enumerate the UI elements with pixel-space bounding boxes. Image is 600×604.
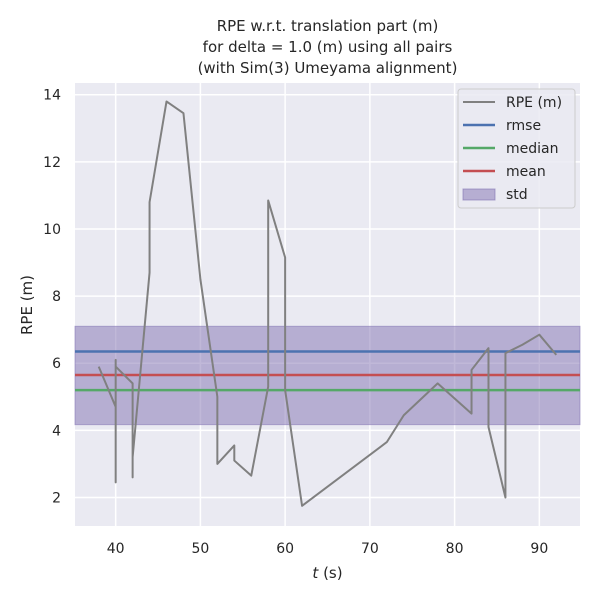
y-tick-label: 2 <box>52 490 61 506</box>
rpe-series-line <box>97 100 558 507</box>
y-tick-label: 6 <box>52 356 61 372</box>
x-tick-label: 60 <box>276 541 294 557</box>
x-axis-label-variable: t <box>312 564 319 582</box>
legend-label-std: std <box>506 187 528 203</box>
x-tick-label: 80 <box>446 541 464 557</box>
rpe-series-layer <box>97 100 558 507</box>
tick-labels: 40 50 60 70 80 90 2 4 6 8 10 12 14 <box>43 88 548 557</box>
title-line-1: RPE w.r.t. translation part (m) <box>217 17 439 35</box>
x-tick-label: 40 <box>107 541 125 557</box>
y-tick-label: 10 <box>43 222 61 238</box>
title-line-3: (with Sim(3) Umeyama alignment) <box>198 59 458 77</box>
chart-title: RPE w.r.t. translation part (m) for delt… <box>198 17 458 77</box>
x-tick-label: 70 <box>361 541 379 557</box>
title-line-2: for delta = 1.0 (m) using all pairs <box>203 38 453 56</box>
legend-label-rpe-m: RPE (m) <box>506 95 562 111</box>
legend-label-mean: mean <box>506 164 546 180</box>
y-axis-label: RPE (m) <box>18 275 36 335</box>
y-tick-label: 12 <box>43 155 61 171</box>
legend-swatch-std <box>462 188 496 201</box>
legend: RPE (m) rmse median mean std <box>457 88 576 209</box>
statistic-lines <box>75 350 580 392</box>
y-tick-label: 8 <box>52 289 61 305</box>
legend-box <box>457 88 576 209</box>
legend-label-rmse: rmse <box>506 118 541 134</box>
x-axis-label-unit: (s) <box>318 564 342 582</box>
y-tick-label: 4 <box>52 423 61 439</box>
x-tick-label: 50 <box>191 541 209 557</box>
x-axis-label: t (s) <box>312 564 342 582</box>
legend-label-median: median <box>506 141 558 157</box>
y-tick-label: 14 <box>43 88 61 104</box>
x-tick-label: 90 <box>530 541 548 557</box>
